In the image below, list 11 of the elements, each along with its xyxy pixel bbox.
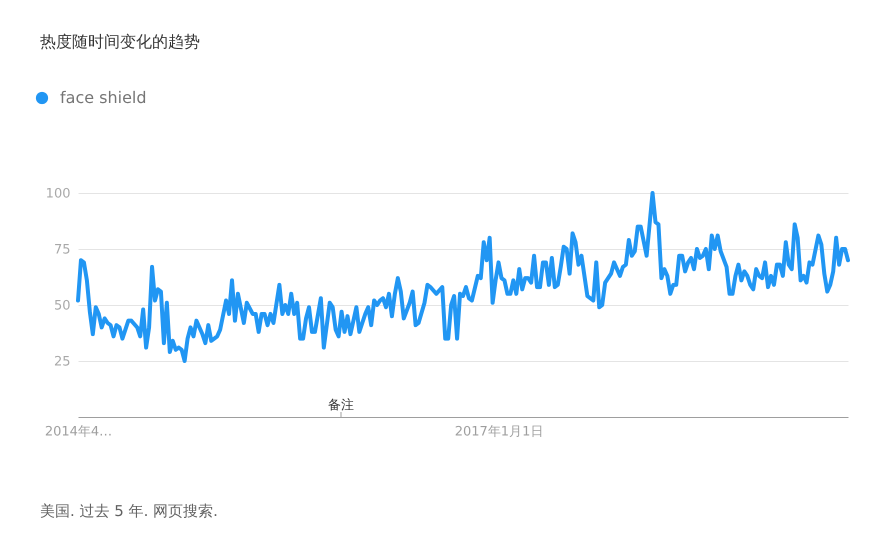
line-series: [76, 191, 850, 363]
chart-title: 热度随时间变化的趋势: [40, 32, 200, 51]
text: 美国. 过去 5 年. 网页搜索.: [40, 502, 218, 520]
x-tick-label: 2014年4…: [44, 424, 112, 440]
y-tick-label: 25: [54, 354, 70, 370]
y-tick-label: 100: [46, 186, 70, 202]
legend-label: face shield: [60, 88, 147, 107]
annotation: 备注: [328, 398, 354, 413]
y-tick-label: 50: [54, 298, 70, 314]
x-tick-label: 2017年1月1日: [454, 424, 544, 440]
y-tick-label: 75: [54, 242, 70, 258]
